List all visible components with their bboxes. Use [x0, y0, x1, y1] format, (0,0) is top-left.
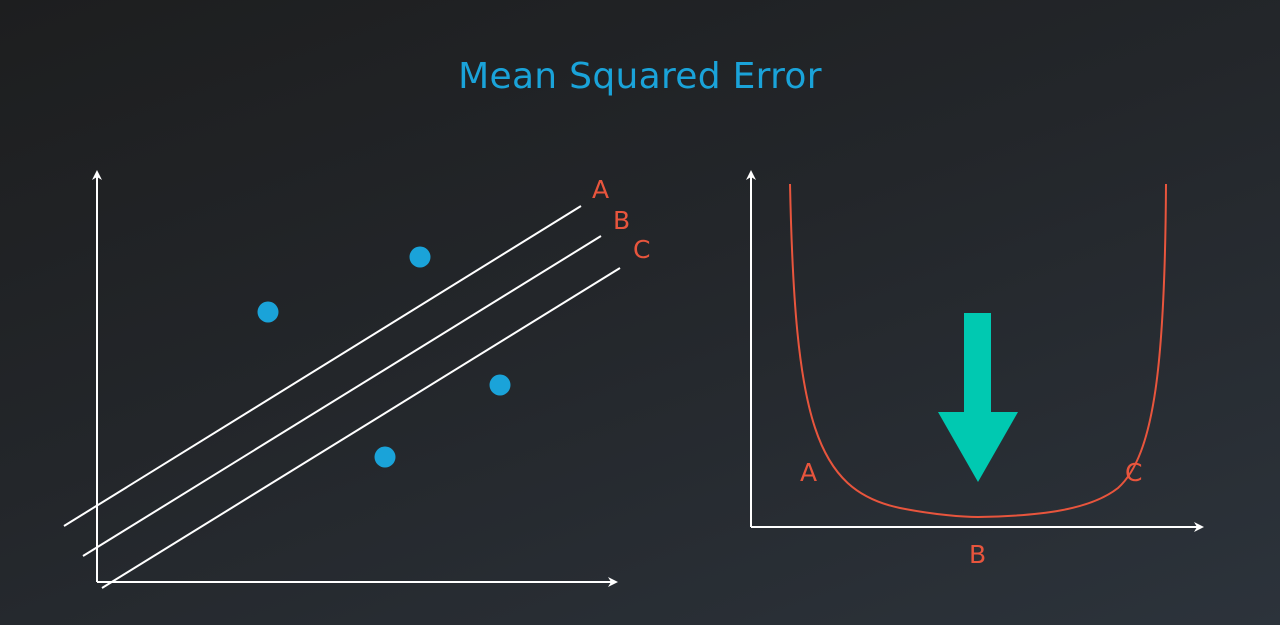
error-curve — [789, 183, 1167, 519]
down-arrow-icon — [938, 313, 1018, 482]
curve-label-a: A — [800, 458, 817, 487]
fit-line-b — [82, 235, 602, 557]
curve-label-c: C — [1125, 458, 1142, 487]
data-point — [257, 301, 279, 323]
left-scatter-panel: A B C — [63, 170, 650, 589]
line-label-a: A — [592, 175, 609, 204]
data-point — [489, 374, 511, 396]
slide-title: Mean Squared Error — [458, 56, 822, 97]
right-error-panel: A B C — [746, 170, 1204, 569]
fit-line-c — [101, 267, 621, 589]
line-label-c: C — [633, 235, 650, 264]
data-point — [374, 446, 396, 468]
line-label-b: B — [613, 206, 630, 235]
data-point — [409, 246, 431, 268]
curve-label-b: B — [969, 540, 986, 569]
fit-line-a — [63, 205, 582, 527]
